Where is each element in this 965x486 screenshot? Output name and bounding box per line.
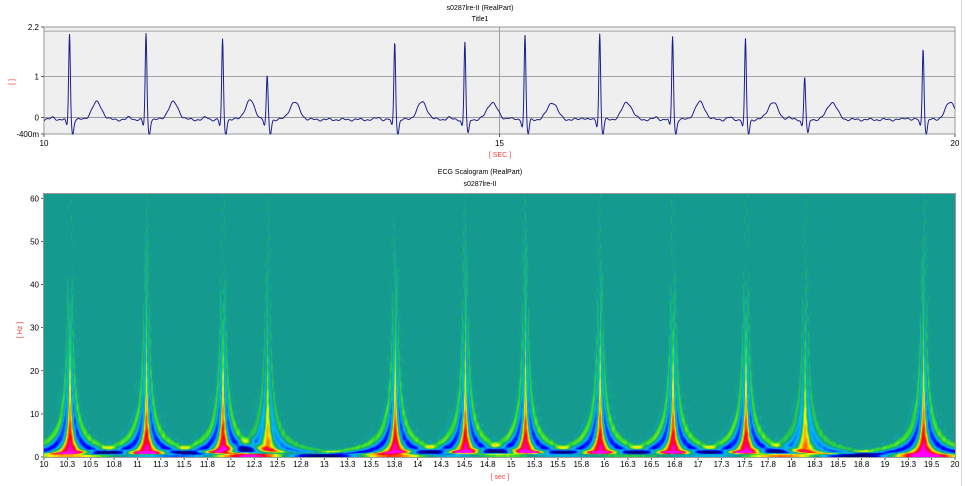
scalogram-xtick-label: 17.3 bbox=[714, 460, 730, 469]
scalogram-xtick-label: 12.8 bbox=[293, 460, 309, 469]
scalogram-xtick-label: 11.8 bbox=[200, 460, 216, 469]
scalogram-xtick-label: 12 bbox=[226, 460, 235, 469]
scalogram-xtick-label: 14.5 bbox=[457, 460, 473, 469]
ecg-xtick-label: 10 bbox=[40, 139, 49, 148]
scalogram-xtick-label: 13.8 bbox=[387, 460, 403, 469]
ecg-subtitle: Title1 bbox=[472, 16, 489, 23]
scalogram-xtick-label: 18.3 bbox=[807, 460, 823, 469]
ecg-ytick-label: 0 bbox=[35, 114, 40, 123]
scalogram-xtick-label: 11.5 bbox=[177, 460, 193, 469]
scalogram-xtick-label: 10.3 bbox=[60, 460, 76, 469]
scalogram-ylabel: [ Hz ] bbox=[17, 322, 24, 338]
scalogram-xtick-label: 16 bbox=[600, 460, 609, 469]
scalogram-xtick-label: 19.5 bbox=[924, 460, 940, 469]
scalogram-xtick-label: 18 bbox=[787, 460, 796, 469]
scalogram-ytick-label: 20 bbox=[30, 367, 39, 376]
ecg-series-line bbox=[43, 33, 956, 136]
ecg-xtick-label: 15 bbox=[495, 139, 504, 148]
scalogram-xtick-label: 12.5 bbox=[270, 460, 286, 469]
ecg-chart: s0287lre-II (RealPart) Title1 2.210-400m… bbox=[9, 5, 960, 159]
scalogram-xtick-label: 18.5 bbox=[830, 460, 846, 469]
ecg-xtick-label: 20 bbox=[951, 139, 960, 148]
scalogram-ytick-label: 10 bbox=[30, 410, 39, 419]
ecg-ylabel: [ ] bbox=[9, 79, 16, 85]
scalogram-ytick-label: 0 bbox=[35, 453, 40, 462]
scalogram-xtick-label: 11.3 bbox=[153, 460, 169, 469]
scalogram-xtick-label: 15.3 bbox=[527, 460, 543, 469]
scalogram-xtick-label: 20 bbox=[951, 460, 960, 469]
scalogram-xtick-label: 15 bbox=[507, 460, 516, 469]
scalogram-xtick-label: 11 bbox=[133, 460, 142, 469]
ecg-ytick-label: -400m bbox=[16, 130, 39, 139]
ecg-title: s0287lre-II (RealPart) bbox=[447, 5, 514, 12]
scalogram-ytick-label: 30 bbox=[30, 324, 39, 333]
scalogram-ytick-label: 60 bbox=[30, 194, 39, 203]
scalogram-xtick-label: 16.8 bbox=[667, 460, 683, 469]
scalogram-xtick-label: 10 bbox=[40, 460, 49, 469]
scalogram-xtick-label: 14.3 bbox=[433, 460, 449, 469]
scalogram-xtick-label: 15.5 bbox=[550, 460, 566, 469]
scalogram-ytick-label: 40 bbox=[30, 281, 39, 290]
scalogram-xtick-label: 18.8 bbox=[854, 460, 870, 469]
scalogram-title: ECG Scalogram (RealPart) bbox=[438, 169, 522, 176]
scalogram-xtick-label: 17.8 bbox=[760, 460, 776, 469]
scalogram-xtick-label: 10.8 bbox=[106, 460, 122, 469]
scalogram-xtick-label: 19 bbox=[880, 460, 889, 469]
scalogram-xtick-label: 15.8 bbox=[573, 460, 589, 469]
scalogram-xtick-label: 13.5 bbox=[363, 460, 379, 469]
scalogram-xtick-label: 17.5 bbox=[737, 460, 753, 469]
scalogram-xtick-label: 16.3 bbox=[620, 460, 636, 469]
scalogram-xtick-label: 10.5 bbox=[83, 460, 99, 469]
scalogram-xtick-label: 14 bbox=[413, 460, 422, 469]
scalogram-xlabel: [ sec ] bbox=[491, 474, 510, 481]
ecg-ytick-label: 2.2 bbox=[28, 23, 40, 32]
scalogram-xtick-label: 17 bbox=[694, 460, 703, 469]
scalogram-plot-border bbox=[43, 193, 956, 458]
scalogram-ytick-label: 50 bbox=[30, 237, 39, 246]
scalogram-xtick-label: 16.5 bbox=[644, 460, 660, 469]
scalogram-xtick-label: 19.3 bbox=[900, 460, 916, 469]
scalogram-xtick-label: 14.8 bbox=[480, 460, 496, 469]
scalogram-xtick-label: 13 bbox=[320, 460, 329, 469]
scalogram-xtick-label: 13.3 bbox=[340, 460, 356, 469]
scalogram-xtick-label: 12.3 bbox=[246, 460, 262, 469]
ecg-xlabel: [ SEC ] bbox=[489, 152, 511, 159]
scalogram-subtitle: s0287lre-II bbox=[463, 181, 496, 188]
scalogram-heatmap bbox=[44, 194, 955, 457]
window-edge bbox=[961, 0, 965, 486]
ecg-ytick-label: 1 bbox=[35, 72, 40, 81]
